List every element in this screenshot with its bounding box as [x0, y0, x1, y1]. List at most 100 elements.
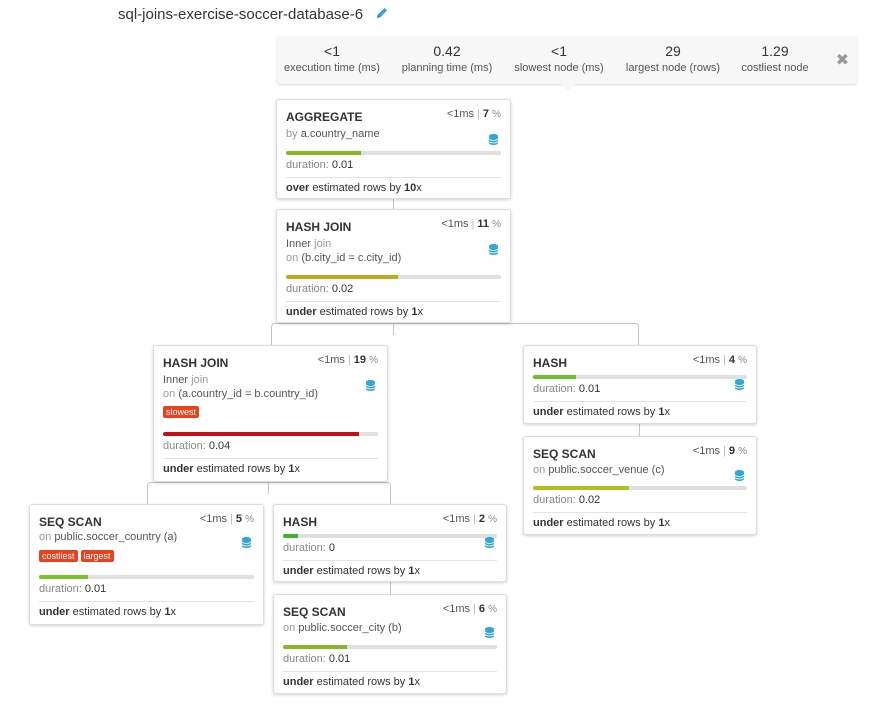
node-type: SEQ SCAN	[283, 605, 346, 619]
node-header: SEQ SCAN <1ms | 5 %	[39, 513, 254, 529]
node-estimate: under estimated rows by 1x	[283, 565, 420, 577]
database-icon	[366, 380, 375, 391]
stat-planning-time: 0.42 planning time (ms)	[387, 43, 507, 74]
stat-label: slowest node (ms)	[514, 62, 604, 74]
connector	[268, 482, 269, 494]
node-estimate: under estimated rows by 1x	[39, 606, 176, 618]
plan-node-seq-scan[interactable]: SEQ SCAN <1ms | 5 % on public.soccer_count…	[29, 504, 264, 625]
stat-costliest-node: 1.29 costliest node	[715, 43, 835, 74]
node-type: HASH JOIN	[163, 356, 229, 370]
divider	[283, 671, 497, 672]
plan-node-hash[interactable]: HASH <1ms | 2 % duration: 0 under estimate…	[273, 504, 507, 582]
stats-panel: <1 execution time (ms) 0.42 planning tim…	[277, 36, 857, 91]
stat-label: execution time (ms)	[284, 62, 380, 74]
node-join-condition: on (a.country_id = b.country_id)	[163, 388, 319, 400]
node-header: SEQ SCAN <1ms | 9 %	[533, 445, 747, 461]
connector	[639, 424, 640, 436]
database-icon	[489, 134, 498, 145]
database-icon	[242, 537, 251, 548]
node-type: HASH	[533, 356, 568, 370]
duration-bar	[163, 432, 378, 436]
duration-bar-fill	[283, 645, 348, 649]
database-icon	[489, 244, 498, 255]
stat-execution-time: <1 execution time (ms)	[272, 43, 392, 74]
stats-caret	[561, 84, 575, 91]
node-timing: <1ms | 7 %	[446, 108, 501, 120]
stat-label: planning time (ms)	[401, 62, 493, 74]
plan-node-seq-scan[interactable]: SEQ SCAN <1ms | 6 % on public.soccer_city …	[273, 594, 507, 694]
divider	[286, 301, 501, 302]
node-timing: <1ms | 2 %	[442, 513, 497, 525]
node-type: AGGREGATE	[286, 110, 363, 124]
node-duration: duration: 0.01	[533, 383, 601, 395]
divider	[39, 601, 254, 602]
plan-node-aggregate[interactable]: AGGREGATE <1ms | 7 % by a.country_name dur…	[276, 99, 511, 199]
node-detail: by a.country_name	[286, 128, 380, 140]
node-header: HASH JOIN <1ms | 11 %	[286, 218, 501, 234]
duration-bar-fill	[533, 375, 576, 379]
stat-largest-node: 29 largest node (rows)	[613, 43, 733, 74]
divider	[283, 560, 497, 561]
plan-node-hash-join[interactable]: HASH JOIN <1ms | 19 % Inner join on (a.cou…	[153, 345, 388, 482]
connector	[390, 582, 391, 594]
close-icon[interactable]: ✖	[835, 52, 849, 69]
stat-value: 29	[665, 43, 681, 59]
node-timing: <1ms | 6 %	[442, 603, 497, 615]
node-estimate: under estimated rows by 1x	[286, 306, 423, 318]
duration-bar	[39, 575, 254, 579]
stat-value: <1	[551, 43, 567, 59]
duration-bar	[283, 534, 497, 538]
node-type: HASH	[283, 515, 318, 529]
connector	[393, 199, 394, 209]
plan-node-hash[interactable]: HASH <1ms | 4 % duration: 0.01 under estim…	[523, 345, 757, 424]
node-duration: duration: 0	[283, 542, 335, 554]
node-header: HASH <1ms | 2 %	[283, 513, 497, 529]
node-duration: duration: 0.01	[286, 159, 354, 171]
node-type: HASH JOIN	[286, 220, 352, 234]
node-timing: <1ms | 9 %	[692, 445, 747, 457]
duration-bar-fill	[533, 486, 630, 490]
plan-node-hash-join[interactable]: HASH JOIN <1ms | 11 % Inner join on (b.cit…	[276, 209, 511, 323]
plan-node-seq-scan[interactable]: SEQ SCAN <1ms | 9 % on public.soccer_venue…	[523, 436, 757, 535]
node-estimate: under estimated rows by 1x	[533, 517, 670, 529]
node-estimate: over estimated rows by 10x	[286, 182, 422, 194]
node-tags: slowest	[163, 406, 202, 418]
node-header: HASH <1ms | 4 %	[533, 354, 747, 370]
divider	[533, 512, 747, 513]
duration-bar-fill	[163, 432, 359, 436]
largest-badge: largest	[80, 550, 114, 562]
database-icon	[485, 537, 494, 548]
node-duration: duration: 0.02	[533, 494, 601, 506]
node-header: SEQ SCAN <1ms | 6 %	[283, 603, 497, 619]
slowest-badge: slowest	[163, 406, 200, 418]
plan-title: sql-joins-exercise-soccer-database-6	[118, 6, 389, 23]
node-duration: duration: 0.01	[39, 583, 107, 595]
node-timing: <1ms | 11 %	[441, 218, 501, 230]
duration-bar	[286, 275, 501, 279]
duration-bar	[533, 486, 747, 490]
node-type: SEQ SCAN	[533, 447, 596, 461]
duration-bar-fill	[39, 575, 89, 579]
node-relation: on public.soccer_venue (c)	[533, 464, 665, 476]
duration-bar-fill	[286, 151, 362, 155]
node-timing: <1ms | 4 %	[692, 354, 747, 366]
node-join-condition: on (b.city_id = c.city_id)	[286, 252, 402, 264]
stat-label: costliest node	[741, 62, 809, 74]
node-header: AGGREGATE <1ms | 7 %	[286, 108, 501, 124]
duration-bar	[283, 645, 497, 649]
pencil-icon[interactable]	[375, 6, 389, 20]
connector	[147, 482, 391, 505]
divider	[163, 458, 378, 459]
duration-bar	[533, 375, 747, 379]
node-type: SEQ SCAN	[39, 515, 102, 529]
node-tags: costliest largest	[39, 550, 117, 562]
connector	[271, 323, 639, 346]
stat-slowest-node: <1 slowest node (ms)	[499, 43, 619, 74]
divider	[533, 401, 747, 402]
node-duration: duration: 0.04	[163, 440, 231, 452]
duration-bar-fill	[283, 534, 298, 538]
node-relation: on public.soccer_city (b)	[283, 622, 402, 634]
node-timing: <1ms | 5 %	[199, 513, 254, 525]
duration-bar	[286, 151, 501, 155]
database-icon	[735, 379, 744, 390]
